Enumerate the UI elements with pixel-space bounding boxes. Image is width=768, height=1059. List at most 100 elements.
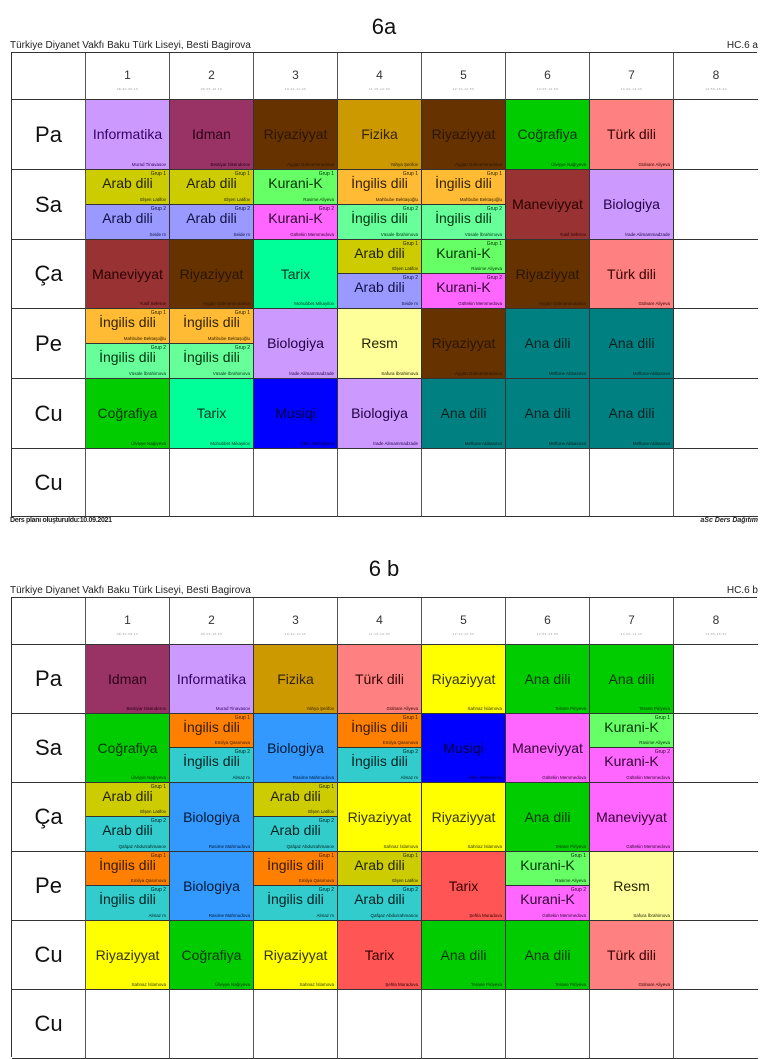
subject-name: Maneviyyat	[92, 266, 163, 282]
lesson-cell[interactable]: Ana dili Meftune Abbasova	[590, 309, 674, 379]
day-row-sa: Sa Coğrafiya Ülviyye Nağıyeva Grup 1 İngilis…	[12, 714, 758, 783]
lesson-cell[interactable]: Ana dili Meftune Abbasova	[506, 309, 590, 379]
lesson-cell[interactable]: Ana dili Terane Piriyeva	[506, 921, 590, 990]
lesson-cell[interactable]: Biologiya Rasime Mahmudova	[254, 714, 338, 783]
lesson-cell-group-1[interactable]: Grup 1 Arab dili Elşen Latifov	[86, 170, 170, 205]
lesson-cell[interactable]: Resm Safura İbrahimova	[590, 852, 674, 921]
lesson-cell[interactable]: Tarix Şehla Muradova	[422, 852, 506, 921]
lesson-cell[interactable]: Riyaziyyat Sahnaz İslamova	[254, 921, 338, 990]
subject-name: Arab dili	[102, 788, 153, 804]
lesson-cell[interactable]: Maneviyyat Gültekin Memmedova	[590, 783, 674, 852]
lesson-cell-group-2[interactable]: Grup 2 İngilis dili Almaz m	[254, 886, 338, 921]
teacher-name: Aygün Gülmemmedova	[539, 301, 586, 306]
lesson-cell-group-2[interactable]: Grup 2 İngilis dili Vüsale İbrahimova	[422, 205, 506, 240]
lesson-cell-group-1[interactable]: Grup 1 Arab dili Elşen Latifov	[254, 783, 338, 817]
lesson-cell[interactable]: Coğrafiya Ülviyye Nağıyeva	[506, 100, 590, 170]
lesson-cell[interactable]: Tarix Şehla Muradova	[338, 921, 422, 990]
lesson-cell-group-2[interactable]: Grup 2 İngilis dili Almaz m	[170, 748, 254, 783]
lesson-cell[interactable]: Informatika Murad Tinavasov	[86, 100, 170, 170]
lesson-cell[interactable]: Ana dili Terane Piriyeva	[506, 645, 590, 714]
lesson-cell-group-2[interactable]: Grup 2 Arab dili Qafqaz Abdurrahmanov	[86, 817, 170, 852]
lesson-cell-group-1[interactable]: Grup 1 İngilis dili Emilya Qasımova	[254, 852, 338, 886]
lesson-cell-group-2[interactable]: Grup 2 İngilis dili Vüsale İbrahimova	[170, 344, 254, 379]
lesson-cell-group-2[interactable]: Grup 2 Kurani-K Gültekin Memmedova	[506, 886, 590, 921]
lesson-cell-group-2[interactable]: Grup 2 Arab dili Seide m	[86, 205, 170, 240]
lesson-cell[interactable]: Riyaziyyat Sahnaz İslamova	[86, 921, 170, 990]
lesson-cell[interactable]: Biologiya İrade Alimammadzade	[338, 379, 422, 449]
lesson-cell[interactable]: Ana dili Terane Piriyeva	[590, 645, 674, 714]
lesson-cell[interactable]: Maneviyyat Yusif Seferov	[86, 240, 170, 309]
lesson-cell[interactable]: Maneviyyat Gültekin Memmedova	[506, 714, 590, 783]
lesson-cell[interactable]: Biologiya İrade Alimammadzade	[590, 170, 674, 240]
lesson-cell-group-2[interactable]: Grup 2 İngilis dili Vüsale İbrahimova	[86, 344, 170, 379]
lesson-cell[interactable]: Ana dili Terane Piriyeva	[422, 921, 506, 990]
lesson-cell-group-1[interactable]: Grup 1 İngilis dili Mahbube Bektaşoğlu	[338, 170, 422, 205]
lesson-cell-group-2[interactable]: Grup 2 Kurani-K Gültekin Memmedova	[590, 748, 674, 783]
lesson-cell[interactable]: Ana dili Meftune Abbasova	[590, 379, 674, 449]
lesson-cell-group-1[interactable]: Grup 1 İngilis dili Emilya Qasımova	[170, 714, 254, 748]
lesson-cell-group-2[interactable]: Grup 2 Arab dili Seide m	[170, 205, 254, 240]
teacher-name: Elşen Latifov	[308, 809, 334, 814]
subject-name: Resm	[613, 878, 650, 894]
lesson-cell[interactable]: Tarix Mohubbet Mikayilov	[170, 379, 254, 449]
period-header-7: 7 14:00-14:45	[590, 598, 674, 645]
lesson-cell-group-1[interactable]: Grup 1 Kurani-K Rasime Aliyeva	[422, 240, 506, 274]
day-label: Pe	[12, 852, 86, 921]
lesson-cell[interactable]: Ana dili Meftune Abbasova	[506, 379, 590, 449]
lesson-cell[interactable]: Riyaziyyat Sahnaz İslamova	[422, 783, 506, 852]
lesson-cell[interactable]: Biologiya Rasime Mahmudova	[170, 783, 254, 852]
lesson-cell[interactable]: Musiqi Ülker Mehdiyeva	[254, 379, 338, 449]
lesson-cell[interactable]: Idman Bextiyar İskenderov	[170, 100, 254, 170]
lesson-cell-group-2[interactable]: Grup 2 Kurani-K Gültekin Memmedova	[254, 205, 338, 240]
subject-name: Türk dili	[354, 671, 404, 687]
lesson-cell[interactable]: Ana dili Meftune Abbasova	[422, 379, 506, 449]
lesson-cell[interactable]: Biologiya İrade Alimammadzade	[254, 309, 338, 379]
lesson-cell[interactable]: Idman Bextiyar İskenderov	[86, 645, 170, 714]
lesson-cell-group-1[interactable]: Grup 1 Arab dili Elşen Latifov	[338, 852, 422, 886]
lesson-cell-group-1[interactable]: Grup 1 Kurani-K Rasime Aliyeva	[590, 714, 674, 748]
lesson-cell[interactable]: Biologiya Rasime Mahmudova	[170, 852, 254, 921]
lesson-cell[interactable]: Coğrafiya Ülviyye Nağıyeva	[86, 379, 170, 449]
teacher-name: İrade Alimammadzade	[373, 441, 418, 446]
lesson-cell-group-1[interactable]: Grup 1 İngilis dili Mahbube Bektaşoğlu	[422, 170, 506, 205]
lesson-cell[interactable]: Riyaziyyat Aygün Gülmemmedova	[170, 240, 254, 309]
lesson-cell[interactable]: Informatika Murad Tinavasov	[170, 645, 254, 714]
lesson-cell[interactable]: Riyaziyyat Aygün Gülmemmedova	[422, 100, 506, 170]
lesson-cell-group-1[interactable]: Grup 1 İngilis dili Emilya Qasımova	[338, 714, 422, 748]
lesson-cell[interactable]: Maneviyyat Yusif Seferov	[506, 170, 590, 240]
lesson-cell-group-2[interactable]: Grup 2 Kurani-K Gültekin Memmedova	[422, 274, 506, 309]
lesson-cell[interactable]: Coğrafiya Ülviyye Nağıyeva	[170, 921, 254, 990]
lesson-cell-group-1[interactable]: Grup 1 Kurani-K Rasime Aliyeva	[506, 852, 590, 886]
lesson-cell[interactable]: Coğrafiya Ülviyye Nağıyeva	[86, 714, 170, 783]
lesson-cell[interactable]: Musiqi Ülker Mehdiyeva	[422, 714, 506, 783]
lesson-cell[interactable]: Riyaziyyat Aygün Gülmemmedova	[506, 240, 590, 309]
lesson-cell[interactable]: Türk dili Gülnare Aliyeva	[590, 240, 674, 309]
subject-name: Arab dili	[270, 822, 321, 838]
lesson-cell-group-1[interactable]: Grup 1 Arab dili Elşen Latifov	[170, 170, 254, 205]
lesson-cell[interactable]: Ana dili Terane Piriyeva	[506, 783, 590, 852]
lesson-cell[interactable]: Riyaziyyat Aygün Gülmemmedova	[254, 100, 338, 170]
lesson-cell[interactable]: Türk dili Gülnare Aliyeva	[590, 921, 674, 990]
lesson-cell-group-2[interactable]: Grup 2 İngilis dili Almaz m	[338, 748, 422, 783]
lesson-cell-group-2[interactable]: Grup 2 İngilis dili Vüsale İbrahimova	[338, 205, 422, 240]
lesson-cell-group-1[interactable]: Grup 1 İngilis dili Emilya Qasımova	[86, 852, 170, 886]
lesson-cell[interactable]: Fizika Yahya Şerifov	[254, 645, 338, 714]
subject-name: Biologiya	[183, 809, 240, 825]
lesson-cell[interactable]: Riyaziyyat Sahnaz İslamova	[338, 783, 422, 852]
lesson-cell-group-1[interactable]: Grup 1 İngilis dili Mahbube Bektaşoğlu	[86, 309, 170, 344]
lesson-cell-group-1[interactable]: Grup 1 İngilis dili Mahbube Bektaşoğlu	[170, 309, 254, 344]
lesson-cell-group-2[interactable]: Grup 2 İngilis dili Almaz m	[86, 886, 170, 921]
lesson-cell[interactable]: Türk dili Gülnare Aliyeva	[338, 645, 422, 714]
lesson-cell-group-2[interactable]: Grup 2 Arab dili Qafqaz Abdurrahmanov	[338, 886, 422, 921]
lesson-cell-group-1[interactable]: Grup 1 Kurani-K Rasime Aliyeva	[254, 170, 338, 205]
lesson-cell-group-1[interactable]: Grup 1 Arab dili Elşen Latifov	[86, 783, 170, 817]
lesson-cell[interactable]: Türk dili Gülnare Aliyeva	[590, 100, 674, 170]
lesson-cell[interactable]: Resm Safura İbrahimova	[338, 309, 422, 379]
lesson-cell[interactable]: Riyaziyyat Aygün Gülmemmedova	[422, 309, 506, 379]
lesson-cell-group-2[interactable]: Grup 2 Arab dili Seide m	[338, 274, 422, 309]
lesson-cell[interactable]: Riyaziyyat Sahnaz İslamova	[422, 645, 506, 714]
lesson-cell[interactable]: Fizika Yahya Şerifov	[338, 100, 422, 170]
lesson-cell-group-2[interactable]: Grup 2 Arab dili Qafqaz Abdurrahmanov	[254, 817, 338, 852]
lesson-cell[interactable]: Tarix Mohubbet Mikayilov	[254, 240, 338, 309]
lesson-cell-group-1[interactable]: Grup 1 Arab dili Elşen Latifov	[338, 240, 422, 274]
